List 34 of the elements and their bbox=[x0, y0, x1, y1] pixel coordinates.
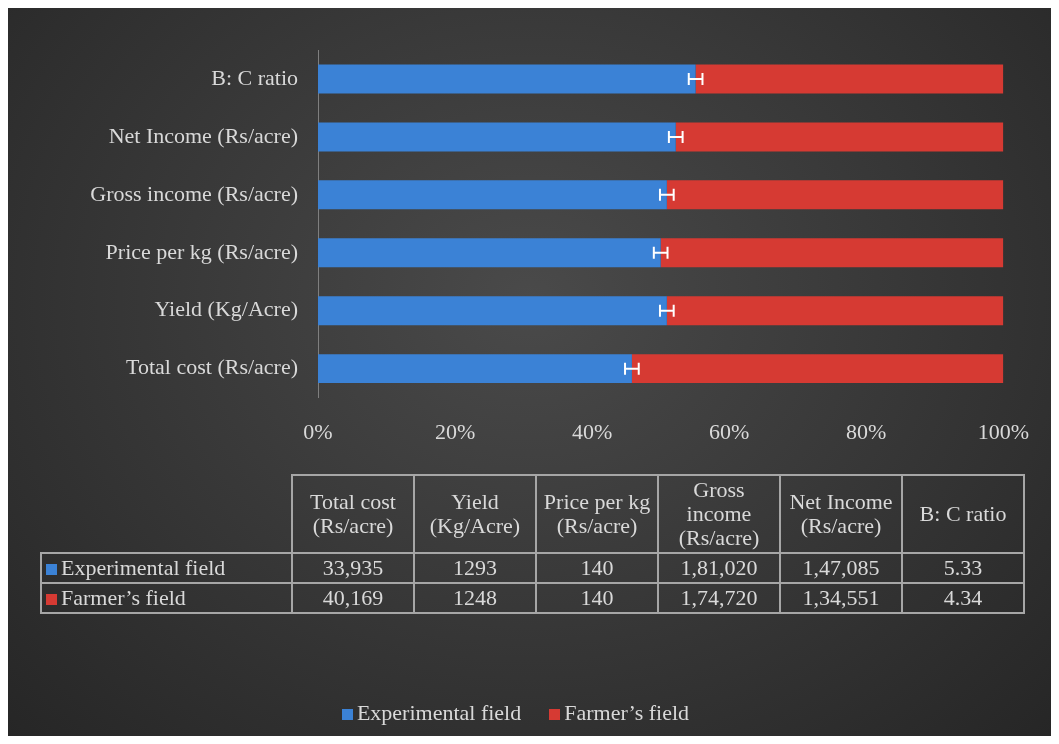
text: Experimental field bbox=[356, 700, 522, 725]
category-label: Price per kg (Rs/acre) bbox=[543, 489, 651, 538]
legend-label: Farmer’s field bbox=[563, 700, 690, 725]
text: 1,81,020 bbox=[658, 553, 780, 583]
text: 140 bbox=[536, 583, 658, 613]
x-tick-label: 60% bbox=[709, 418, 750, 444]
text: 1,47,085 bbox=[780, 553, 902, 583]
legend-label: Experimental field bbox=[41, 553, 292, 583]
y-tick-label: B: C ratio bbox=[211, 64, 298, 90]
x-tick-label: 20% bbox=[434, 418, 476, 444]
y-tick-label: Yield (Kg/Acre) bbox=[154, 296, 298, 322]
category-label: Yield (Kg/Acre) bbox=[429, 489, 521, 538]
y-tick-label: Price per kg (Rs/acre) bbox=[105, 238, 298, 264]
y-tick-label: Gross income (Rs/acre) bbox=[90, 180, 298, 206]
text: 140 bbox=[536, 553, 658, 583]
category-label: B: C ratio bbox=[919, 501, 1007, 526]
text: Farmer’s field bbox=[61, 585, 186, 610]
x-tick-label: 0% bbox=[303, 418, 333, 444]
text: 1248 bbox=[414, 583, 536, 613]
category-label: Gross income (Rs/acre) bbox=[678, 477, 760, 550]
text: 5.33 bbox=[902, 553, 1024, 583]
text: 1,34,551 bbox=[780, 583, 902, 613]
category-label: Total cost (Rs/acre) bbox=[310, 489, 396, 538]
x-tick-label: 80% bbox=[846, 418, 887, 444]
text: 1293 bbox=[414, 553, 536, 583]
x-tick-label: 40% bbox=[571, 418, 613, 444]
x-tick-label: 100% bbox=[977, 418, 1029, 444]
text: 1,74,720 bbox=[658, 583, 780, 613]
text: 40,169 bbox=[292, 583, 414, 613]
y-tick-label: Net Income (Rs/acre) bbox=[108, 122, 298, 148]
category-label: Net Income (Rs/acre) bbox=[789, 489, 893, 538]
text: 33,935 bbox=[292, 553, 414, 583]
y-tick-label: Total cost (Rs/acre) bbox=[126, 354, 298, 380]
text: 4.34 bbox=[902, 583, 1024, 613]
